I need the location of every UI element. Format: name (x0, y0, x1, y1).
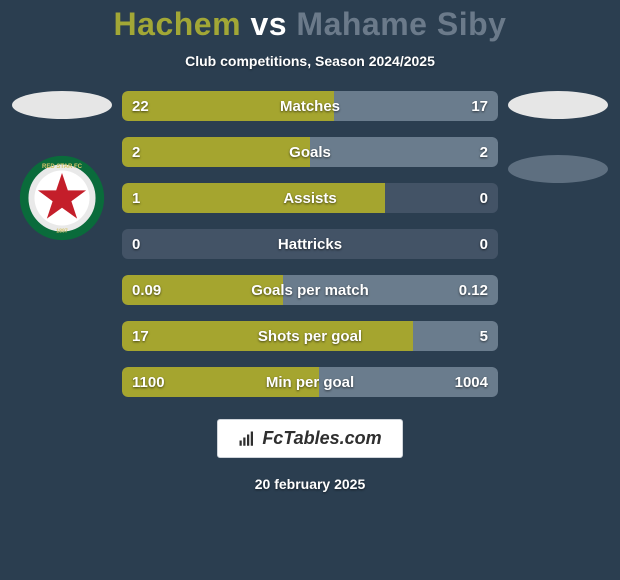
stat-value-right: 2 (438, 144, 498, 161)
chart-icon (238, 430, 256, 448)
svg-text:RED STAR FC: RED STAR FC (42, 164, 83, 170)
stat-row: 0Hattricks0 (122, 229, 498, 259)
stat-value-right: 17 (438, 98, 498, 115)
brand-text: FcTables.com (262, 428, 381, 449)
stat-row: 1Assists0 (122, 183, 498, 213)
left-side-panel: RED STAR FC 1897 (0, 91, 120, 397)
date-text: 20 february 2025 (255, 476, 366, 492)
title-player2: Mahame Siby (296, 6, 506, 42)
svg-text:1897: 1897 (56, 228, 68, 234)
stat-row: 1100Min per goal1004 (122, 367, 498, 397)
stats-bars: 22Matches17 2Goals2 1Assists0 0Hattricks0 0.… (120, 91, 500, 397)
player2-club-placeholder (508, 155, 608, 183)
brand-badge: FcTables.com (217, 419, 402, 458)
stat-value-right: 0.12 (438, 282, 498, 299)
stat-value-right: 0 (438, 236, 498, 253)
right-side-panel (500, 91, 620, 397)
title-vs: vs (250, 6, 287, 42)
subtitle: Club competitions, Season 2024/2025 (185, 53, 435, 69)
stat-row: 17Shots per goal5 (122, 321, 498, 351)
stat-value-right: 5 (438, 328, 498, 345)
page-title: Hachem vs Mahame Siby (114, 6, 507, 43)
stat-value-right: 0 (438, 190, 498, 207)
content-area: RED STAR FC 1897 22Matches17 2Goals2 1Assi… (0, 91, 620, 397)
title-player1: Hachem (114, 6, 242, 42)
club-logo-icon: RED STAR FC 1897 (19, 155, 105, 241)
stat-row: 0.09Goals per match0.12 (122, 275, 498, 305)
stat-row: 2Goals2 (122, 137, 498, 167)
player2-avatar-placeholder (508, 91, 608, 119)
player1-avatar-placeholder (12, 91, 112, 119)
stat-value-right: 1004 (438, 374, 498, 391)
stat-row: 22Matches17 (122, 91, 498, 121)
